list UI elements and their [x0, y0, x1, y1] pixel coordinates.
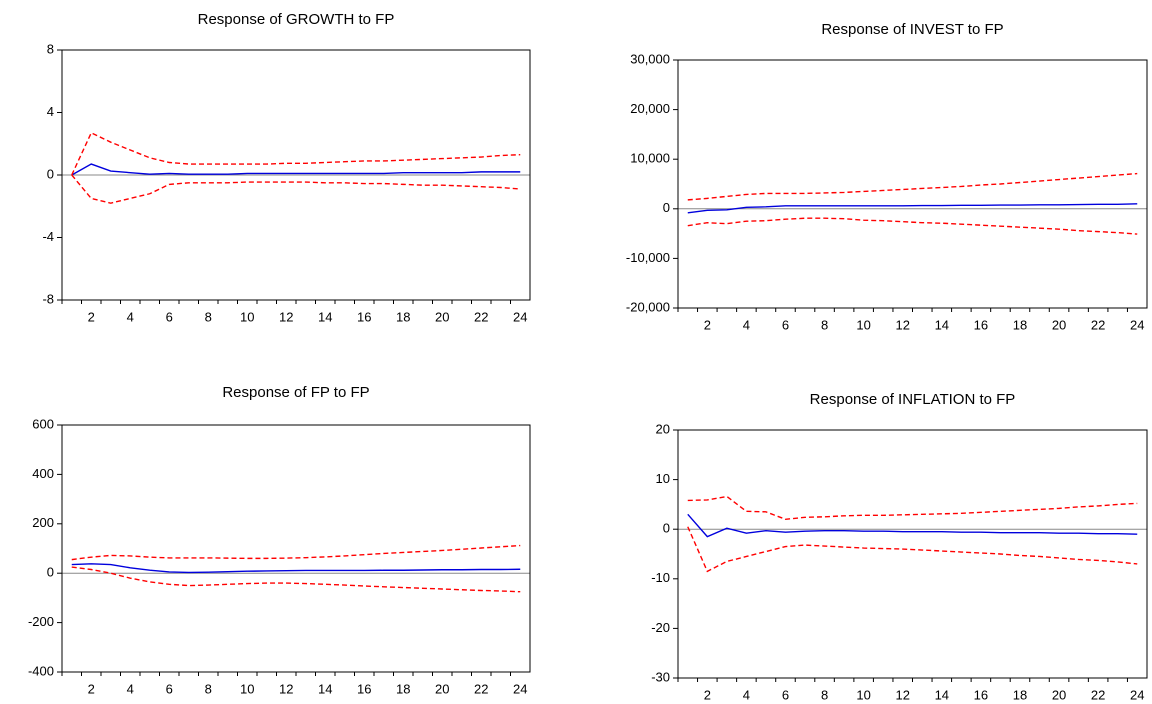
plot-frame [677, 429, 1148, 679]
x-tick-label: 14 [935, 317, 949, 332]
x-tick-label: 10 [240, 309, 254, 324]
x-tick-label: 8 [205, 681, 212, 696]
x-tick-label: 4 [127, 309, 134, 324]
y-tick-label: 0 [663, 521, 670, 536]
confidence-band [71, 174, 521, 204]
confidence-band [71, 131, 521, 176]
y-tick-label: -200 [28, 614, 54, 629]
x-tick-label: 22 [474, 309, 488, 324]
x-tick-label: 18 [396, 681, 410, 696]
x-tick-label: 24 [1130, 317, 1144, 332]
response-line [71, 163, 521, 176]
subplot: Response of INVEST to FP -20,000 -10,000 0 1… [626, 21, 1148, 332]
subplot: Response of INFLATION to FP -30 -20 -10 0 10 2… [651, 391, 1148, 702]
y-tick-label: 20,000 [630, 101, 670, 116]
x-tick-label: 16 [974, 317, 988, 332]
x-tick-label: 12 [895, 317, 909, 332]
x-tick-label: 4 [127, 681, 134, 696]
y-tick-label: 20 [656, 421, 670, 436]
x-tick-label: 18 [396, 309, 410, 324]
x-tick-label: 2 [88, 309, 95, 324]
x-tick-label: 6 [782, 687, 789, 702]
chart-title: Response of FP to FP [222, 384, 369, 401]
y-tick-label: 0 [47, 166, 54, 181]
confidence-band [71, 544, 521, 561]
confidence-band [687, 172, 1138, 201]
x-tick-label: 18 [1013, 687, 1027, 702]
x-tick-label: 16 [974, 687, 988, 702]
x-tick-label: 10 [856, 317, 870, 332]
x-tick-label: 20 [1052, 687, 1066, 702]
plot-frame [677, 59, 1148, 309]
y-tick-label: -20 [651, 620, 670, 635]
x-tick-label: 6 [782, 317, 789, 332]
y-tick-label: 4 [47, 104, 54, 119]
response-line [71, 563, 521, 574]
x-tick-label: 22 [1091, 687, 1105, 702]
x-tick-label: 10 [856, 687, 870, 702]
response-line [687, 513, 1138, 538]
x-tick-label: 2 [704, 317, 711, 332]
confidence-band [687, 495, 1138, 520]
confidence-band [687, 217, 1138, 235]
x-tick-label: 2 [88, 681, 95, 696]
y-tick-label: -20,000 [626, 299, 670, 314]
y-tick-label: 8 [47, 41, 54, 56]
y-tick-label: 10,000 [630, 151, 670, 166]
y-tick-label: 400 [32, 466, 54, 481]
x-tick-label: 4 [743, 687, 750, 702]
y-tick-label: 0 [663, 200, 670, 215]
x-tick-label: 8 [821, 687, 828, 702]
y-tick-label: 600 [32, 416, 54, 431]
chart-title: Response of INVEST to FP [821, 21, 1003, 38]
y-tick-label: 10 [656, 471, 670, 486]
x-tick-label: 14 [318, 309, 332, 324]
x-tick-label: 20 [435, 681, 449, 696]
x-tick-label: 4 [743, 317, 750, 332]
plot-frame [61, 49, 531, 301]
response-line [687, 203, 1138, 214]
x-tick-label: 22 [474, 681, 488, 696]
confidence-band [71, 566, 521, 593]
x-tick-label: 8 [205, 309, 212, 324]
x-tick-label: 24 [513, 681, 527, 696]
x-tick-label: 22 [1091, 317, 1105, 332]
y-tick-label: 0 [47, 565, 54, 580]
y-tick-label: 200 [32, 515, 54, 530]
x-tick-label: 8 [821, 317, 828, 332]
y-tick-label: -30 [651, 669, 670, 684]
x-tick-label: 10 [240, 681, 254, 696]
x-tick-label: 24 [1130, 687, 1144, 702]
y-tick-label: -10,000 [626, 250, 670, 265]
x-tick-label: 20 [1052, 317, 1066, 332]
y-tick-label: -4 [42, 229, 54, 244]
x-tick-label: 6 [166, 309, 173, 324]
y-tick-label: -8 [42, 291, 54, 306]
y-tick-label: 30,000 [630, 51, 670, 66]
y-tick-label: -10 [651, 570, 670, 585]
x-tick-label: 18 [1013, 317, 1027, 332]
confidence-band [687, 526, 1138, 573]
x-tick-label: 12 [279, 309, 293, 324]
chart-title: Response of GROWTH to FP [198, 11, 395, 28]
x-tick-label: 12 [895, 687, 909, 702]
x-tick-label: 6 [166, 681, 173, 696]
x-tick-label: 16 [357, 681, 371, 696]
y-tick-label: -400 [28, 663, 54, 678]
x-tick-label: 2 [704, 687, 711, 702]
chart-title: Response of INFLATION to FP [810, 391, 1016, 408]
x-tick-label: 14 [935, 687, 949, 702]
x-tick-label: 16 [357, 309, 371, 324]
x-tick-label: 12 [279, 681, 293, 696]
x-tick-label: 24 [513, 309, 527, 324]
x-tick-label: 20 [435, 309, 449, 324]
plot-frame [61, 424, 531, 673]
x-tick-label: 14 [318, 681, 332, 696]
